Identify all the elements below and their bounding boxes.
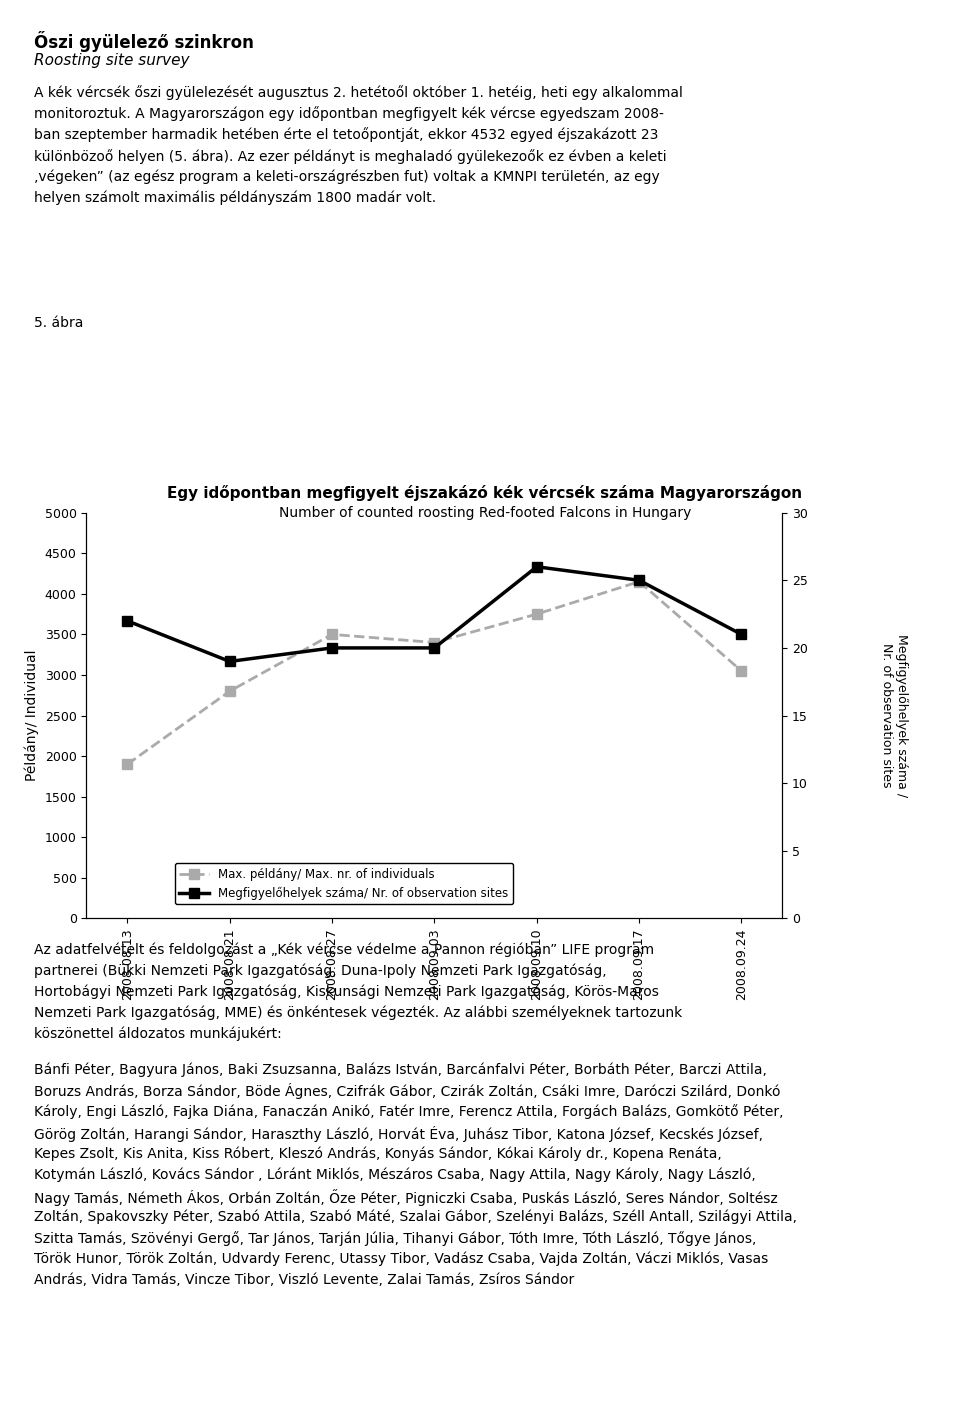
Y-axis label: Megfigyelőhelyek száma /
Nr. of observation sites: Megfigyelőhelyek száma / Nr. of observat…	[880, 634, 908, 797]
Text: Károly, Engi László, Fajka Diána, Fanaczán Anikó, Fatér Imre, Ferencz Attila, Fo: Károly, Engi László, Fajka Diána, Fanacz…	[34, 1105, 783, 1119]
Text: helyen számolt maximális példányszám 1800 madár volt.: helyen számolt maximális példányszá…	[34, 191, 436, 205]
Text: Kepes Zsolt, Kis Anita, Kiss Róbert, Kleszó András, Konyás Sándor, Kókai Károly : Kepes Zsolt, Kis Anita, Kiss Róbert, Kle…	[34, 1146, 721, 1161]
Text: Kotymán László, Kovács Sándor , Lóránt Miklós, Mészáros Csaba, Nagy Attila, Nagy: Kotymán László, Kovács Sándor , Lóránt M…	[34, 1168, 756, 1182]
Text: Őszi gyülelező szinkron: Őszi gyülelező szinkron	[34, 31, 253, 53]
Text: András, Vidra Tamás, Vincze Tibor, Viszló Levente, Zalai Tamás, Zsíros Sándor: András, Vidra Tamás, Vincze Tibor, Viszl…	[34, 1273, 574, 1287]
Text: Egy időpontban megfigyelt éjszakázó kék vércsék száma Magyarországon: Egy időpontban megfigyelt éjszakázó kék …	[167, 486, 803, 501]
Text: Roosting site survey: Roosting site survey	[34, 53, 189, 68]
Text: A kék vércsék őszi gyülelezését augusztus 2. hetétoől október 1. hetéig, het: A kék vércsék őszi gyülelezését augusz…	[34, 85, 683, 100]
Text: ‚végeken” (az egész program a keleti-országrészben fut) voltak a KMNPI terü: ‚végeken” (az egész program a keleti-o…	[34, 169, 660, 184]
Text: Boruzs András, Borza Sándor, Böde Ágnes, Czifrák Gábor, Czirák Zoltán, Csáki Imr: Boruzs András, Borza Sándor, Böde Ágnes,…	[34, 1084, 780, 1099]
Text: Hortobágyi Nemzeti Park Igazgatóság, Kiskunsági Nemzeti Park Igazgatóság, Körös-: Hortobágyi Nemzeti Park Igazgatóság, Kis…	[34, 985, 659, 1000]
Text: Török Hunor, Török Zoltán, Udvardy Ferenc, Utassy Tibor, Vadász Csaba, Vajda Zol: Török Hunor, Török Zoltán, Udvardy Feren…	[34, 1252, 768, 1266]
Text: Zoltán, Spakovszky Péter, Szabó Attila, Szabó Máté, Szalai Gábor, Szelényi Baláz: Zoltán, Spakovszky Péter, Szabó Attila, …	[34, 1210, 797, 1225]
Text: Szitta Tamás, Szövényi Gergő, Tar János, Tarján Júlia, Tihanyi Gábor, Tóth Imre,: Szitta Tamás, Szövényi Gergő, Tar János,…	[34, 1230, 756, 1246]
Text: ban szeptember harmadik hetében érte el tetoőpontját, ekkor 4532 egyed éjsza: ban szeptember harmadik hetében érte e…	[34, 128, 658, 142]
Text: Nagy Tamás, Németh Ákos, Orbán Zoltán, Őze Péter, Pigniczki Csaba, Puskás László: Nagy Tamás, Németh Ákos, Orbán Zoltán, Ő…	[34, 1189, 778, 1206]
Text: 5. ábra: 5. ábra	[34, 316, 83, 330]
Text: Number of counted roosting Red-footed Falcons in Hungary: Number of counted roosting Red-footed Fa…	[278, 506, 691, 520]
Text: köszönettel áldozatos munkájukért:: köszönettel áldozatos munkájukért:	[34, 1027, 281, 1041]
Text: Bánfi Péter, Bagyura János, Baki Zsuzsanna, Balázs István, Barcánfalvi Péter, Bo: Bánfi Péter, Bagyura János, Baki Zsuzsan…	[34, 1062, 766, 1077]
Text: Nemzeti Park Igazgatóság, MME) és önkéntesek végezték. Az alábbi személyeknek ta: Nemzeti Park Igazgatóság, MME) és önként…	[34, 1005, 682, 1021]
Text: partnerei (Bükki Nemzeti Park Igazgatóság, Duna-Ipoly Nemzeti Park Igazgatóság,: partnerei (Bükki Nemzeti Park Igazgatósá…	[34, 964, 606, 978]
Text: Az adatfelvételt és feldolgozást a „Kék vércse védelme a Pannon régióban” LIFE p: Az adatfelvételt és feldolgozást a „Kék …	[34, 943, 654, 957]
Text: különbözoő helyen (5. ábra). Az ezer példányt is meghaladó gyülekezoők e: különbözoő helyen (5. ábra). Az ezer…	[34, 148, 666, 164]
Y-axis label: Példány/ Individual: Példány/ Individual	[25, 649, 39, 782]
Text: monitoroztuk. A Magyarországon egy időpontban megfigyelt kék vércse egyedszam : monitoroztuk. A Magyarországon egy időp…	[34, 107, 663, 121]
Legend: Max. példány/ Max. nr. of individuals, Megfigyelőhelyek száma/ Nr. of observatio: Max. példány/ Max. nr. of individuals, M…	[175, 863, 514, 904]
Text: Görög Zoltán, Harangi Sándor, Haraszthy László, Horvát Éva, Juhász Tibor, Katona: Görög Zoltán, Harangi Sándor, Haraszthy …	[34, 1125, 762, 1142]
